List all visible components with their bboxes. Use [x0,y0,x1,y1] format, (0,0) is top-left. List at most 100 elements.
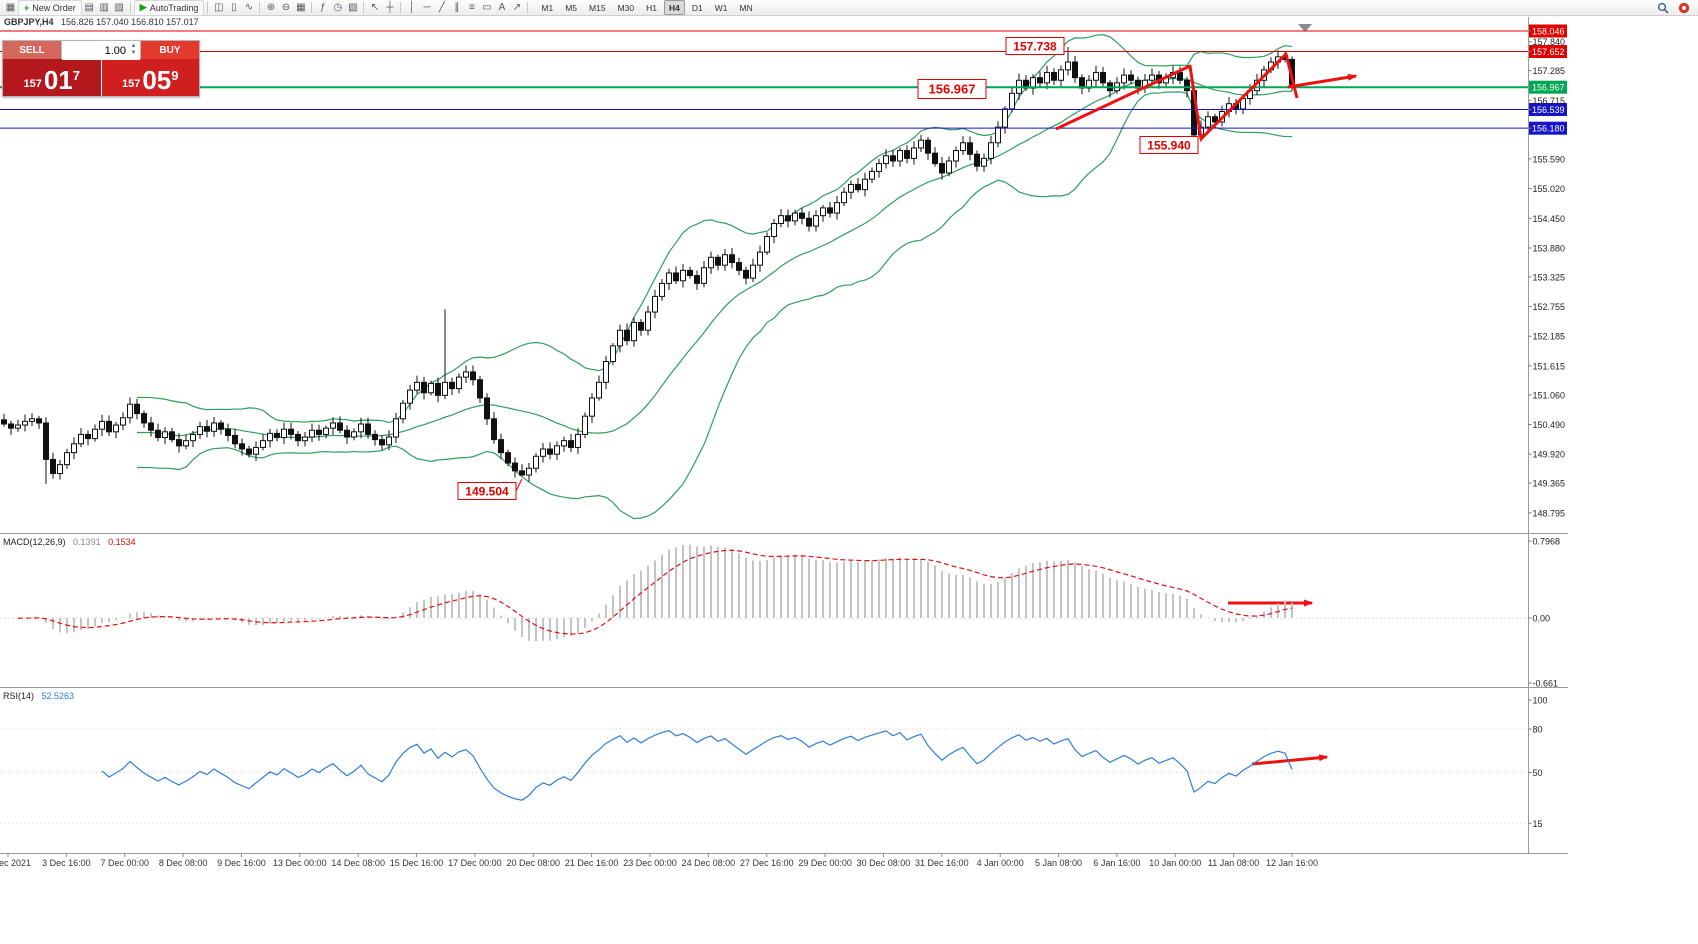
price-annotation-label: 157.738 [1013,39,1057,53]
arrows-tool-icon[interactable]: ↗ [512,2,522,13]
candle-body [589,397,595,417]
candle-body [162,431,168,439]
candle-body [918,139,924,149]
timeframe-m1[interactable]: M1 [541,2,554,13]
timeframe-mn[interactable]: MN [739,2,753,13]
candle-body [421,381,427,394]
candle-body [351,431,357,438]
candle-body [274,432,280,439]
autotrading-button[interactable]: ▶ AutoTrading [133,0,205,16]
price-axis-tag-label: 156.180 [1532,124,1565,134]
price-tick-label: 151.615 [1533,361,1566,371]
bollinger-middle-band[interactable] [136,77,1293,439]
price-tick-label: 152.755 [1533,302,1566,312]
candle-body [988,142,994,159]
candle-body [554,445,560,455]
candle-body [71,443,77,454]
candle-body [778,215,784,224]
bollinger-upper-band[interactable] [136,34,1293,424]
macd-signal-line[interactable] [17,549,1293,635]
sell-price-box[interactable]: 157 01 7 [3,59,102,96]
shapes-icon[interactable]: ▭ [482,2,492,13]
chart-window-icon[interactable]: ▦ [5,2,16,13]
time-axis-label: 21 Dec 16:00 [565,858,619,868]
buy-button[interactable]: BUY [141,41,199,59]
time-axis-label: 29 Dec 00:00 [798,858,852,868]
chart-shift-marker-icon[interactable] [1298,24,1312,32]
candle-body [897,150,903,162]
candle-body [792,212,798,222]
channel-icon[interactable]: ∥ [454,2,460,13]
candle-body [484,397,490,420]
notifications-icon[interactable] [1676,1,1691,15]
candle-body [211,422,217,432]
price-annotation-label: 149.504 [465,484,509,498]
cursor-icon[interactable]: ↖ [370,2,380,13]
price-annotation-box[interactable] [917,79,987,99]
price-annotation-box[interactable] [1139,136,1199,154]
timeframe-d1[interactable]: D1 [691,2,703,13]
time-axis-label: 24 Dec 08:00 [682,858,736,868]
timeframe-h1[interactable]: H1 [646,2,657,13]
zoom-in-icon[interactable]: ⊕ [266,2,276,13]
price-annotation-box[interactable] [1005,37,1065,55]
rsi-projection-arrow[interactable] [1251,754,1329,766]
bollinger-lower-band[interactable] [136,91,1293,520]
timeframe-w1[interactable]: W1 [714,2,728,13]
candle-body [78,433,84,445]
candle-body [155,429,161,439]
trendline-icon[interactable]: ╱ [438,2,445,13]
templates-icon[interactable]: ▨ [348,2,358,13]
candle-body [253,446,259,455]
text-icon[interactable]: A [498,2,506,13]
price-tick-label: 151.060 [1533,390,1566,400]
buy-price-box[interactable]: 157 05 9 [101,59,199,96]
rsi-line[interactable] [101,730,1293,801]
candle-body [505,452,511,464]
candle-body [204,426,210,432]
search-icon[interactable] [1655,1,1670,15]
horizontal-line-icon[interactable]: ─ [423,2,431,13]
trend-zigzag[interactable] [1055,52,1299,141]
timeframe-m30[interactable]: M30 [617,2,635,13]
line-chart-icon[interactable]: ∿ [244,2,254,13]
periods-icon[interactable]: ◷ [333,2,343,13]
candle-body [526,467,532,476]
navigator-icon[interactable]: ▧ [114,2,124,13]
candle-body [904,150,910,159]
timeframe-m15[interactable]: M15 [589,2,606,13]
zoom-out-icon[interactable]: ⊖ [281,2,291,13]
market-watch-icon[interactable]: ▤ [84,2,94,13]
tile-windows-icon[interactable]: ▦ [296,2,306,13]
candle-body [624,329,630,342]
vertical-line-icon[interactable]: │ [408,2,416,13]
indicators-icon[interactable]: ƒ [320,2,326,13]
sell-button[interactable]: SELL [3,41,61,59]
price-tick-label: 152.185 [1533,332,1566,342]
candles-chart-icon[interactable]: ▯ [231,2,237,13]
candle-body [967,142,973,155]
data-window-icon[interactable]: ▥ [99,2,109,13]
fibonacci-icon[interactable]: ≡ [468,2,475,13]
price-projection-arrow[interactable] [1287,73,1358,89]
candle-body [456,376,462,390]
candle-body [715,256,721,266]
volume-stepper[interactable]: ▲ ▼ [130,43,137,56]
candle-body [1009,92,1015,110]
price-annotation-box[interactable] [457,482,517,500]
candle-body [43,422,49,460]
volume-input[interactable] [62,42,140,60]
price-axis-tag-label: 156.539 [1532,105,1565,115]
candle-body [295,433,301,442]
candle-body [302,436,308,442]
bars-chart-icon[interactable]: ◫ [214,2,224,13]
timeframe-h4[interactable]: H4 [664,0,685,15]
new-order-button[interactable]: + New Order [18,0,82,16]
annotation-leader [515,478,523,492]
time-axis-label: 23 Dec 00:00 [623,858,677,868]
crosshair-icon[interactable]: ┼ [386,2,394,13]
timeframe-m5[interactable]: M5 [565,2,578,13]
candle-body [477,379,483,399]
candle-body [498,439,504,454]
